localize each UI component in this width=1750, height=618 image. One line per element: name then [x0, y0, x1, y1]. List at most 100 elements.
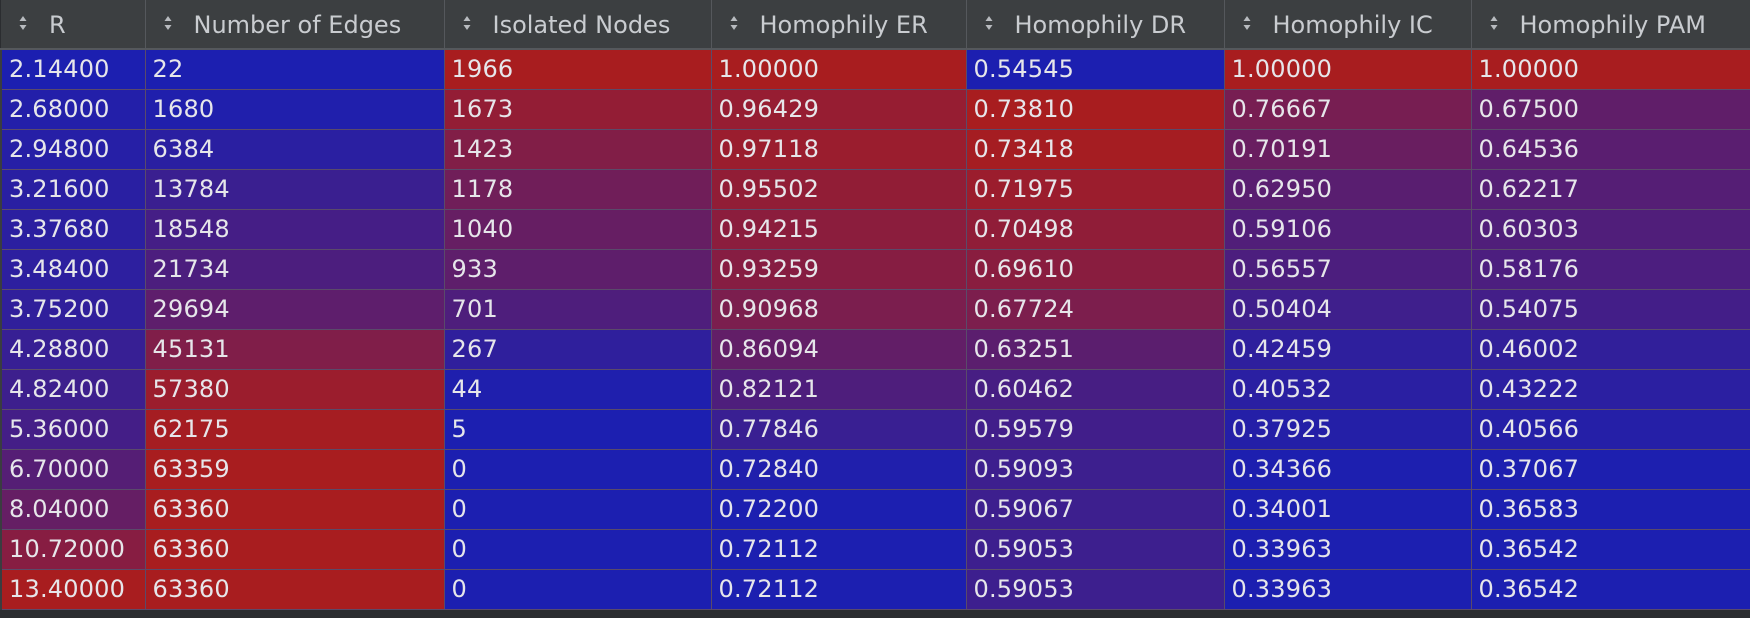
table-cell[interactable]: 0.76667 [1224, 89, 1472, 130]
table-cell[interactable]: 0.73810 [966, 89, 1225, 130]
table-cell[interactable]: 0.72200 [711, 489, 967, 530]
table-cell[interactable]: 0.82121 [711, 369, 967, 410]
table-cell[interactable]: 0.58176 [1471, 249, 1750, 290]
table-cell[interactable]: 0.70191 [1224, 129, 1472, 170]
table-cell[interactable]: 0 [444, 569, 712, 610]
column-header-number-of-edges[interactable]: Number of Edges [145, 0, 445, 50]
table-cell[interactable]: 22 [145, 49, 445, 90]
table-cell[interactable]: 62175 [145, 409, 445, 450]
sort-updown-icon[interactable] [164, 15, 172, 31]
table-cell[interactable]: 0.67724 [966, 289, 1225, 330]
table-cell[interactable]: 1040 [444, 209, 712, 250]
table-cell[interactable]: 2.68000 [0, 89, 146, 130]
table-cell[interactable]: 0.34366 [1224, 449, 1472, 490]
column-header-r[interactable]: R [1, 0, 146, 50]
table-cell[interactable]: 0.59053 [966, 529, 1225, 570]
table-cell[interactable]: 0.72112 [711, 529, 967, 570]
column-header-homophily-er[interactable]: Homophily ER [711, 0, 967, 50]
table-cell[interactable]: 2.14400 [0, 49, 146, 90]
table-cell[interactable]: 0.86094 [711, 329, 967, 370]
table-row[interactable]: 4.28800 45131 267 0.86094 0.63251 0.42459 0.46… [0, 329, 1750, 370]
table-cell[interactable]: 21734 [145, 249, 445, 290]
sort-updown-icon[interactable] [463, 15, 471, 31]
table-cell[interactable]: 0.40532 [1224, 369, 1472, 410]
table-cell[interactable]: 8.04000 [0, 489, 146, 530]
table-cell[interactable]: 0.73418 [966, 129, 1225, 170]
table-cell[interactable]: 0.36542 [1471, 529, 1750, 570]
table-cell[interactable]: 3.37680 [0, 209, 146, 250]
table-cell[interactable]: 0.64536 [1471, 129, 1750, 170]
sort-updown-icon[interactable] [1490, 15, 1498, 31]
table-cell[interactable]: 63360 [145, 529, 445, 570]
table-cell[interactable]: 0.36542 [1471, 569, 1750, 610]
table-cell[interactable]: 13.40000 [0, 569, 146, 610]
table-cell[interactable]: 933 [444, 249, 712, 290]
table-cell[interactable]: 1178 [444, 169, 712, 210]
table-cell[interactable]: 0.36583 [1471, 489, 1750, 530]
table-cell[interactable]: 1.00000 [1224, 49, 1472, 90]
table-cell[interactable]: 1423 [444, 129, 712, 170]
table-cell[interactable]: 0.40566 [1471, 409, 1750, 450]
table-cell[interactable]: 0.37925 [1224, 409, 1472, 450]
table-row[interactable]: 3.37680 18548 1040 0.94215 0.70498 0.59106 0.6… [0, 209, 1750, 250]
sort-updown-icon[interactable] [1243, 15, 1251, 31]
table-cell[interactable]: 18548 [145, 209, 445, 250]
table-cell[interactable]: 0.93259 [711, 249, 967, 290]
table-cell[interactable]: 0.71975 [966, 169, 1225, 210]
table-cell[interactable]: 3.75200 [0, 289, 146, 330]
table-cell[interactable]: 0.59067 [966, 489, 1225, 530]
table-cell[interactable]: 29694 [145, 289, 445, 330]
table-cell[interactable]: 63359 [145, 449, 445, 490]
column-header-homophily-ic[interactable]: Homophily IC [1224, 0, 1472, 50]
table-cell[interactable]: 0.60303 [1471, 209, 1750, 250]
table-cell[interactable]: 267 [444, 329, 712, 370]
table-cell[interactable]: 0.72840 [711, 449, 967, 490]
table-cell[interactable]: 0.37067 [1471, 449, 1750, 490]
column-header-homophily-dr[interactable]: Homophily DR [966, 0, 1225, 50]
table-row[interactable]: 13.40000 63360 0 0.72112 0.59053 0.33963 0.365… [0, 569, 1750, 610]
table-row[interactable]: 2.68000 1680 1673 0.96429 0.73810 0.76667 0.67… [0, 89, 1750, 130]
table-cell[interactable]: 5 [444, 409, 712, 450]
table-cell[interactable]: 0.72112 [711, 569, 967, 610]
table-cell[interactable]: 0.69610 [966, 249, 1225, 290]
table-cell[interactable]: 3.48400 [0, 249, 146, 290]
table-cell[interactable]: 0.60462 [966, 369, 1225, 410]
column-header-isolated-nodes[interactable]: Isolated Nodes [444, 0, 712, 50]
table-cell[interactable]: 0.50404 [1224, 289, 1472, 330]
table-cell[interactable]: 0.34001 [1224, 489, 1472, 530]
table-cell[interactable]: 0.59579 [966, 409, 1225, 450]
table-cell[interactable]: 0.90968 [711, 289, 967, 330]
column-header-homophily-pam[interactable]: Homophily PAM [1471, 0, 1750, 50]
table-cell[interactable]: 0.59053 [966, 569, 1225, 610]
table-row[interactable]: 2.94800 6384 1423 0.97118 0.73418 0.70191 0.64… [0, 129, 1750, 170]
table-cell[interactable]: 0.96429 [711, 89, 967, 130]
table-cell[interactable]: 0.62950 [1224, 169, 1472, 210]
table-cell[interactable]: 1966 [444, 49, 712, 90]
table-cell[interactable]: 1.00000 [1471, 49, 1750, 90]
table-cell[interactable]: 0.59093 [966, 449, 1225, 490]
sort-updown-icon[interactable] [985, 15, 993, 31]
table-cell[interactable]: 0.54075 [1471, 289, 1750, 330]
table-cell[interactable]: 0.54545 [966, 49, 1225, 90]
table-cell[interactable]: 0.33963 [1224, 529, 1472, 570]
table-row[interactable]: 2.14400 22 1966 1.00000 0.54545 1.00000 1.0000… [0, 49, 1750, 90]
table-cell[interactable]: 0 [444, 529, 712, 570]
table-cell[interactable]: 1673 [444, 89, 712, 130]
table-cell[interactable]: 0 [444, 449, 712, 490]
table-row[interactable]: 10.72000 63360 0 0.72112 0.59053 0.33963 0.365… [0, 529, 1750, 570]
table-cell[interactable]: 45131 [145, 329, 445, 370]
table-cell[interactable]: 0.46002 [1471, 329, 1750, 370]
table-cell[interactable]: 6.70000 [0, 449, 146, 490]
table-cell[interactable]: 0.70498 [966, 209, 1225, 250]
table-cell[interactable]: 4.28800 [0, 329, 146, 370]
table-cell[interactable]: 701 [444, 289, 712, 330]
table-cell[interactable]: 10.72000 [0, 529, 146, 570]
table-cell[interactable]: 44 [444, 369, 712, 410]
table-cell[interactable]: 1680 [145, 89, 445, 130]
table-cell[interactable]: 6384 [145, 129, 445, 170]
table-cell[interactable]: 0.56557 [1224, 249, 1472, 290]
table-cell[interactable]: 3.21600 [0, 169, 146, 210]
table-cell[interactable]: 13784 [145, 169, 445, 210]
table-cell[interactable]: 0.59106 [1224, 209, 1472, 250]
table-cell[interactable]: 0.42459 [1224, 329, 1472, 370]
